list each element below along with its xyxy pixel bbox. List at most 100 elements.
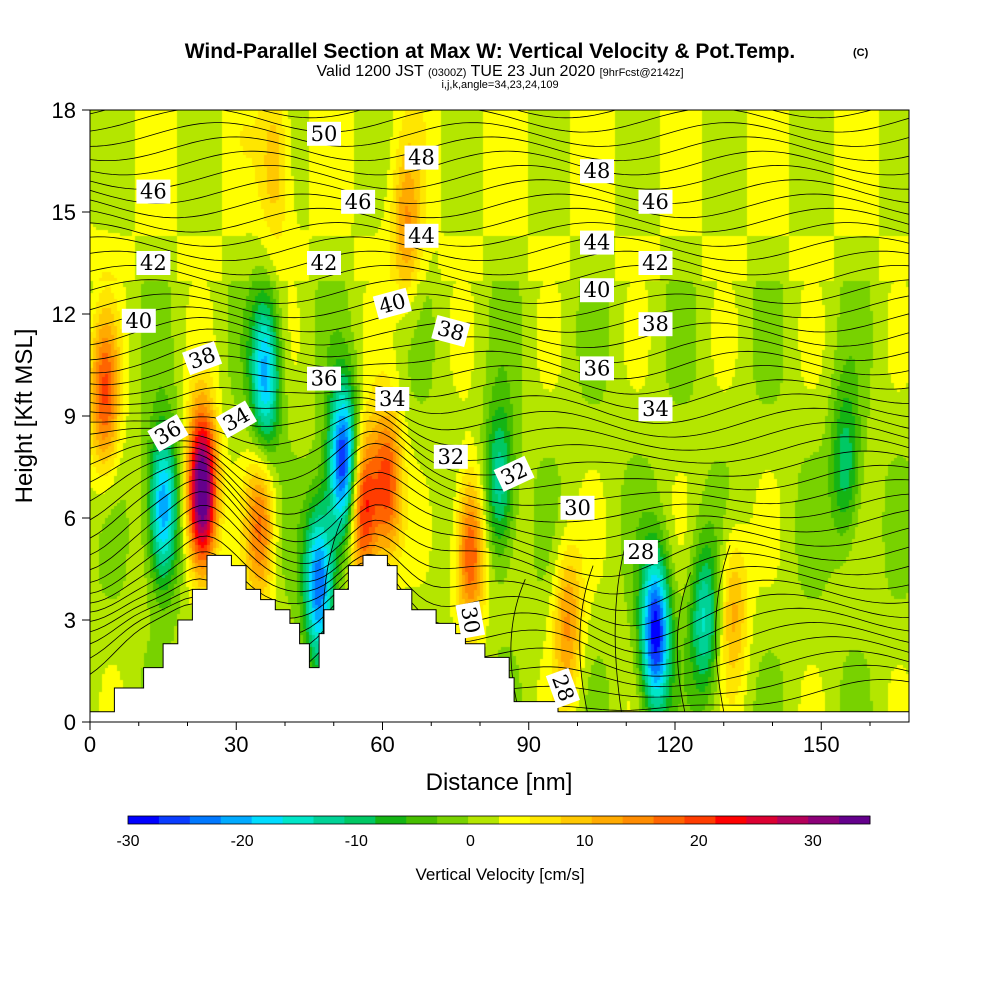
y-tick-label: 18 [52,98,76,123]
isentrope-label: 40 [580,278,614,303]
isentrope-line [90,250,909,276]
colorbar-frame [127,815,871,825]
colorbar-swatch [499,816,531,824]
isentrope-line [90,442,909,506]
isentrope-line [90,136,909,162]
colorbar-swatch [715,816,747,824]
isentrope-label: 30 [455,601,486,639]
isentrope-line [90,519,909,627]
x-tick-label: 90 [517,732,541,757]
svg-text:30: 30 [456,605,484,635]
colorbar-swatch [406,816,438,824]
y-tick-label: 12 [52,302,76,327]
isentrope-line [90,328,909,364]
isentrope-label: 42 [136,251,171,275]
isentrope-label: 28 [623,540,658,564]
isentrope-line [90,222,909,247]
isentrope-line [90,452,909,523]
svg-text:40: 40 [584,278,611,302]
isentrope-label: 42 [307,251,341,275]
isentrope-line [90,193,909,219]
isentrope-label: 30 [560,495,595,520]
svg-text:42: 42 [311,251,338,275]
isentrope-line [90,236,909,262]
colorbar-label: Vertical Velocity [cm/s] [415,865,584,884]
isentrope-line [90,293,909,319]
terrain-mask [89,554,910,723]
isentrope-label: 34 [638,397,673,422]
isentrope-label: 36 [307,366,341,391]
colorbar-tick-label: 10 [576,833,594,850]
colorbar-swatch [777,816,809,824]
colorbar-swatch [653,816,685,824]
isentrope-label: 46 [136,179,171,204]
y-tick-label: 0 [64,710,76,735]
svg-text:34: 34 [379,387,406,411]
colorbar-swatch [313,816,345,824]
colorbar-swatch [591,816,624,824]
isentrope-label: 46 [638,189,673,214]
colorbar-swatch [746,816,778,824]
isentrope-line [579,565,594,712]
y-tick-label: 15 [52,200,76,225]
svg-text:36: 36 [584,356,611,380]
x-tick-label: 150 [803,732,840,757]
colorbar: -30 -20 -10 0 10 20 30 [116,815,871,850]
colorbar-swatch [158,816,191,824]
colorbar-swatch [437,816,469,824]
svg-text:30: 30 [564,496,591,520]
svg-text:40: 40 [125,309,152,333]
y-tick-label: 3 [64,608,76,633]
valid-time-line: Valid 1200 JST (0300Z) TUE 23 Jun 2020 [… [316,63,683,80]
valid-date: TUE 23 Jun 2020 [471,63,596,80]
isentrope-line [715,545,731,712]
svg-text:44: 44 [584,231,611,255]
svg-text:42: 42 [140,251,167,275]
x-axis-label: Distance [nm] [426,769,573,796]
isentrope-line [90,355,909,395]
isentrope-line [90,469,909,560]
isentrope-line [90,179,909,204]
colorbar-swatch [282,816,314,824]
colorbar-swatch [189,816,222,824]
isentrope-line [90,207,909,233]
y-tick-label: 9 [64,404,76,429]
x-tick-label: 0 [84,732,96,757]
isentrope-label: 44 [404,223,439,248]
colorbar-swatch [220,816,253,824]
isentrope-line [90,535,909,641]
valid-utc: (0300Z) [428,67,467,79]
copyright-mark: (C) [853,47,869,59]
isentrope-line [90,122,909,147]
isentrope-label: 38 [431,315,471,347]
svg-text:36: 36 [311,367,338,391]
isentrope-label: 46 [341,189,376,214]
colorbar-tick-label: -30 [116,833,139,850]
isentrope-line [90,264,909,290]
isentrope-line [90,491,909,595]
isentrope-label: 44 [580,230,614,255]
forecast-info: [9hrFcst@2142z] [600,67,684,79]
isentrope-label: 42 [638,251,673,275]
isentrope-line [90,370,909,410]
isentrope-label: 40 [121,308,156,333]
colorbar-swatch [560,816,593,824]
isentrope-label: 38 [182,341,223,376]
y-tick-label: 6 [64,506,76,531]
isentrope-label: 36 [580,356,614,381]
isentrope-line [90,110,909,133]
x-tick-label: 120 [657,732,694,757]
isentrope-line [614,541,627,712]
svg-text:46: 46 [345,190,372,214]
isentrope-line [90,430,909,491]
isentrope-line [90,387,909,424]
colorbar-swatch [684,816,716,824]
svg-text:46: 46 [642,190,669,214]
isentrope-label: 48 [404,145,439,170]
isentrope-label: 50 [307,121,341,146]
svg-text:42: 42 [642,251,669,275]
colorbar-tick-label: -10 [345,833,368,850]
colorbar-swatch [375,816,407,824]
